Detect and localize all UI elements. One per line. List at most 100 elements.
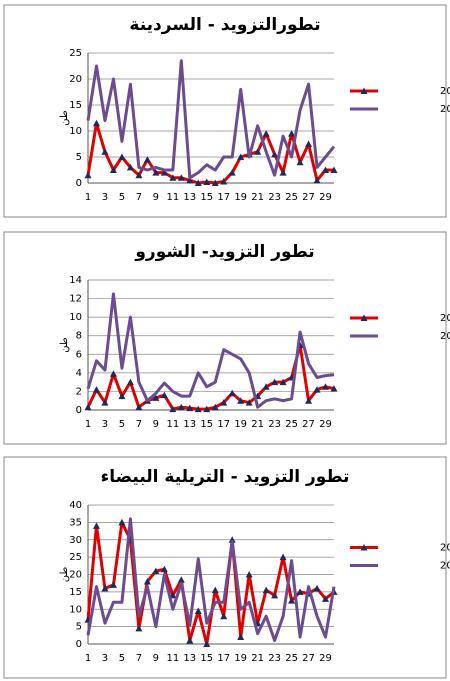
point-marker [313, 386, 321, 393]
point-marker [92, 119, 100, 127]
y-tick-label: 15 [69, 100, 82, 111]
y-tick-label: 12 [69, 294, 82, 305]
x-tick-label: 13 [183, 653, 196, 664]
x-tick-label: 9 [153, 192, 159, 203]
point-marker [109, 166, 117, 173]
point-marker [152, 169, 160, 176]
point-marker [143, 577, 151, 585]
y-tick-label: 20 [69, 570, 82, 581]
point-marker [271, 150, 279, 158]
point-marker [186, 404, 194, 412]
y-tick-label: 0 [76, 405, 82, 416]
point-marker [279, 378, 287, 386]
point-marker [254, 148, 262, 155]
y-tick-label: 35 [69, 517, 82, 528]
point-marker [262, 586, 270, 594]
x-tick-label: 23 [268, 419, 281, 430]
panel-border [3, 4, 447, 218]
point-marker [228, 169, 236, 176]
x-tick-label: 25 [285, 653, 298, 664]
point-marker [237, 153, 245, 160]
legend-label: الكمية 2016 [440, 561, 450, 572]
x-tick-label: 23 [268, 653, 281, 664]
point-marker [177, 576, 185, 583]
x-tick-label: 17 [217, 419, 230, 430]
y-tick-label: 0 [76, 639, 82, 650]
x-tick-label: 27 [302, 192, 315, 203]
point-marker [109, 581, 117, 588]
y-tick-label: 10 [69, 312, 82, 323]
point-marker [211, 179, 219, 186]
panel-border [3, 456, 447, 679]
point-marker [271, 591, 279, 599]
x-tick-label: 25 [285, 192, 298, 203]
x-tick-label: 25 [285, 419, 298, 430]
point-marker [101, 148, 109, 155]
y-tick-label: 14 [69, 275, 82, 286]
x-tick-label: 1 [85, 192, 91, 203]
chart-title: تطورالتزويد - السردينة [129, 15, 320, 35]
point-marker [118, 518, 126, 526]
series-line [86, 121, 334, 185]
point-marker [143, 156, 151, 163]
y-tick-label: 5 [76, 152, 82, 163]
x-tick-label: 11 [166, 653, 179, 664]
x-tick-label: 21 [251, 192, 264, 203]
x-tick-label: 5 [119, 653, 125, 664]
x-tick-label: 11 [166, 192, 179, 203]
point-marker [118, 392, 126, 400]
point-marker [305, 397, 313, 404]
point-marker [322, 595, 330, 602]
legend-marker [360, 314, 368, 321]
legend-label: الكمية 2016 [440, 331, 450, 342]
x-tick-label: 9 [153, 419, 159, 430]
y-tick-label: 25 [69, 48, 82, 59]
point-marker [194, 405, 202, 413]
point-marker [296, 588, 304, 595]
y-axis-label: طن [59, 337, 70, 353]
y-tick-label: 30 [69, 535, 82, 546]
y-tick-label: 5 [76, 622, 82, 633]
point-marker [262, 383, 270, 390]
series-line [86, 59, 336, 180]
point-marker [92, 386, 100, 393]
x-tick-label: 11 [166, 419, 179, 430]
point-marker [305, 140, 313, 147]
point-marker [160, 565, 168, 573]
y-tick-label: 10 [69, 604, 82, 615]
chart-title: تطور التزويد - التريلية البيضاء [101, 467, 350, 487]
x-tick-label: 15 [200, 419, 213, 430]
point-marker [135, 403, 143, 411]
point-marker [330, 166, 338, 173]
point-marker [169, 174, 177, 181]
y-tick-label: 10 [69, 126, 82, 137]
point-marker [126, 163, 134, 171]
point-marker [126, 378, 134, 386]
x-tick-label: 17 [217, 192, 230, 203]
point-marker [211, 586, 219, 594]
point-marker [152, 567, 160, 575]
point-marker [194, 179, 202, 186]
y-tick-label: 20 [69, 74, 82, 85]
x-tick-label: 9 [153, 653, 159, 664]
x-tick-label: 15 [200, 653, 213, 664]
point-marker [237, 633, 245, 641]
point-marker [118, 153, 126, 160]
point-marker [177, 174, 185, 181]
point-marker [211, 403, 219, 411]
point-marker [203, 640, 211, 647]
panel-border [3, 231, 447, 445]
series-line [86, 292, 335, 409]
point-marker [160, 391, 168, 399]
x-tick-label: 29 [319, 192, 332, 203]
point-marker [262, 130, 270, 137]
legend-label: الكمية 2017 [440, 86, 450, 97]
point-marker [101, 584, 109, 592]
point-marker [84, 171, 92, 179]
x-tick-label: 1 [85, 653, 91, 664]
y-axis-label: طن [59, 110, 70, 126]
x-tick-label: 5 [119, 419, 125, 430]
series-line [86, 517, 336, 643]
point-marker [194, 607, 202, 614]
